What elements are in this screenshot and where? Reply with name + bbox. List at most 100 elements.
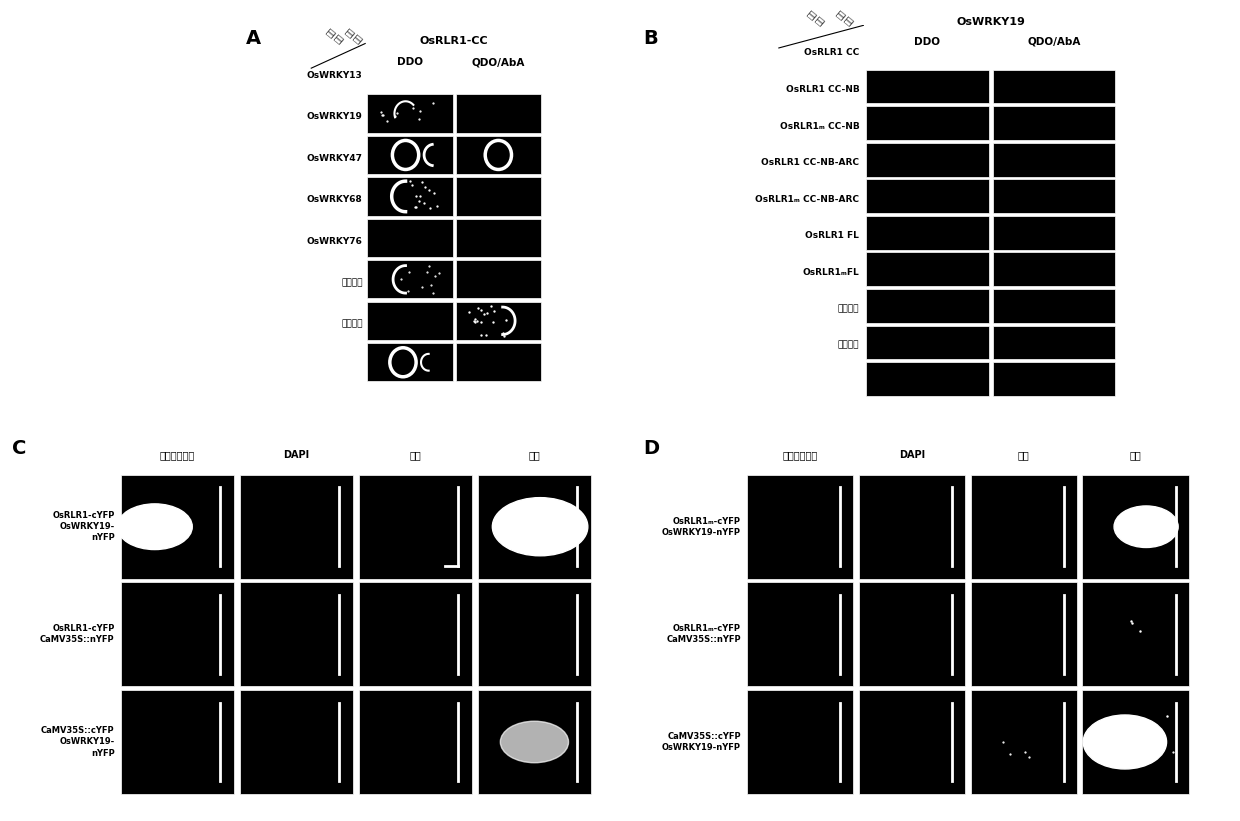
Bar: [993, 325, 1115, 360]
Text: OsWRKY47: OsWRKY47: [306, 154, 362, 163]
Bar: [971, 690, 1076, 794]
Bar: [993, 70, 1115, 103]
Text: DDO: DDO: [914, 37, 940, 47]
Text: DAPI: DAPI: [899, 450, 925, 460]
Bar: [993, 106, 1115, 140]
Text: 组合: 组合: [1130, 450, 1141, 460]
Text: OsRLR1-CC: OsRLR1-CC: [420, 35, 489, 46]
Bar: [367, 343, 453, 381]
Bar: [858, 690, 965, 794]
Text: OsRLR1-cYFP
OsWRKY19-
nYFP: OsRLR1-cYFP OsWRKY19- nYFP: [52, 511, 114, 543]
Bar: [455, 302, 541, 340]
Text: OsWRKY68: OsWRKY68: [306, 195, 362, 204]
Bar: [867, 362, 988, 396]
Text: 黄色荧光蛋白: 黄色荧光蛋白: [782, 450, 817, 460]
Bar: [858, 475, 965, 579]
Bar: [746, 475, 853, 579]
Text: D: D: [644, 439, 660, 458]
Bar: [993, 143, 1115, 177]
Text: CaMV35S::cYFP
OsWRKY19-nYFP: CaMV35S::cYFP OsWRKY19-nYFP: [662, 732, 742, 752]
Text: OsWRKY19: OsWRKY19: [306, 112, 362, 122]
Bar: [455, 260, 541, 298]
Bar: [993, 289, 1115, 323]
Bar: [1083, 690, 1189, 794]
Text: A: A: [246, 29, 260, 48]
Bar: [367, 260, 453, 298]
Bar: [993, 216, 1115, 250]
Bar: [122, 690, 233, 794]
Text: OsRLR1ₘ-cYFP
CaMV35S::nYFP: OsRLR1ₘ-cYFP CaMV35S::nYFP: [666, 624, 742, 644]
Bar: [858, 582, 965, 686]
Text: 明场: 明场: [409, 450, 422, 460]
Circle shape: [492, 498, 588, 556]
Text: 明场: 明场: [1018, 450, 1029, 460]
Bar: [971, 582, 1076, 686]
Text: 黄色荧光蛋白: 黄色荧光蛋白: [160, 450, 195, 460]
Bar: [455, 177, 541, 215]
Bar: [360, 582, 471, 686]
Bar: [122, 582, 233, 686]
Text: OsRLR1ₘ-cYFP
OsWRKY19-nYFP: OsRLR1ₘ-cYFP OsWRKY19-nYFP: [662, 516, 742, 537]
Bar: [867, 70, 988, 103]
Bar: [867, 143, 988, 177]
Bar: [867, 325, 988, 360]
Bar: [241, 582, 353, 686]
Text: 组合: 组合: [528, 450, 541, 460]
Text: 阴性对照: 阴性对照: [838, 305, 859, 313]
Circle shape: [1114, 506, 1178, 548]
Text: B: B: [644, 29, 658, 48]
Text: 诱饵
蛋白: 诱饵 蛋白: [806, 8, 827, 27]
Text: OsRLR1ₘ CC-NB: OsRLR1ₘ CC-NB: [780, 122, 859, 131]
Bar: [367, 94, 453, 132]
Text: 目的
蛋白: 目的 蛋白: [836, 8, 857, 27]
Bar: [455, 94, 541, 132]
Bar: [993, 253, 1115, 286]
Text: 结合
蛋白: 结合 蛋白: [325, 26, 346, 46]
Text: 阴性对照: 阴性对照: [341, 278, 362, 287]
Text: C: C: [12, 439, 26, 458]
Bar: [479, 690, 591, 794]
Bar: [479, 475, 591, 579]
Bar: [367, 218, 453, 257]
Bar: [241, 690, 353, 794]
Bar: [455, 135, 541, 174]
Circle shape: [118, 504, 192, 549]
Bar: [367, 135, 453, 174]
Text: OsRLR1-cYFP
CaMV35S::nYFP: OsRLR1-cYFP CaMV35S::nYFP: [40, 624, 114, 644]
Bar: [367, 302, 453, 340]
Bar: [867, 179, 988, 213]
Text: OsRLR1ₘ CC-NB-ARC: OsRLR1ₘ CC-NB-ARC: [755, 195, 859, 204]
Text: OsRLR1 CC-NB-ARC: OsRLR1 CC-NB-ARC: [761, 158, 859, 167]
Bar: [122, 475, 233, 579]
Bar: [367, 177, 453, 215]
Text: QDO/AbA: QDO/AbA: [1027, 37, 1080, 47]
Bar: [971, 475, 1076, 579]
Text: QDO/AbA: QDO/AbA: [471, 57, 525, 67]
Text: DDO: DDO: [397, 57, 423, 67]
Bar: [867, 289, 988, 323]
Bar: [1083, 582, 1189, 686]
Bar: [746, 690, 853, 794]
Text: OsWRKY76: OsWRKY76: [306, 236, 362, 245]
Text: OsWRKY13: OsWRKY13: [306, 71, 362, 80]
Text: 诱饵
蛋白: 诱饵 蛋白: [343, 26, 365, 46]
Circle shape: [1084, 715, 1167, 769]
Text: OsRLR1 CC-NB: OsRLR1 CC-NB: [785, 85, 859, 94]
Text: OsWRKY19: OsWRKY19: [956, 17, 1025, 27]
Text: OsRLR1 FL: OsRLR1 FL: [806, 232, 859, 240]
Bar: [455, 218, 541, 257]
Text: OsRLR1ₘFL: OsRLR1ₘFL: [802, 268, 859, 277]
Bar: [360, 475, 471, 579]
Text: CaMV35S::cYFP
OsWRKY19-
nYFP: CaMV35S::cYFP OsWRKY19- nYFP: [41, 727, 114, 758]
Bar: [479, 582, 591, 686]
Bar: [241, 475, 353, 579]
Text: 阳性对照: 阳性对照: [838, 341, 859, 350]
Bar: [746, 582, 853, 686]
Bar: [993, 362, 1115, 396]
Text: 阳性对照: 阳性对照: [341, 319, 362, 328]
Bar: [867, 253, 988, 286]
Bar: [993, 179, 1115, 213]
Circle shape: [500, 721, 568, 763]
Text: OsRLR1 CC: OsRLR1 CC: [804, 48, 859, 57]
Bar: [1083, 475, 1189, 579]
